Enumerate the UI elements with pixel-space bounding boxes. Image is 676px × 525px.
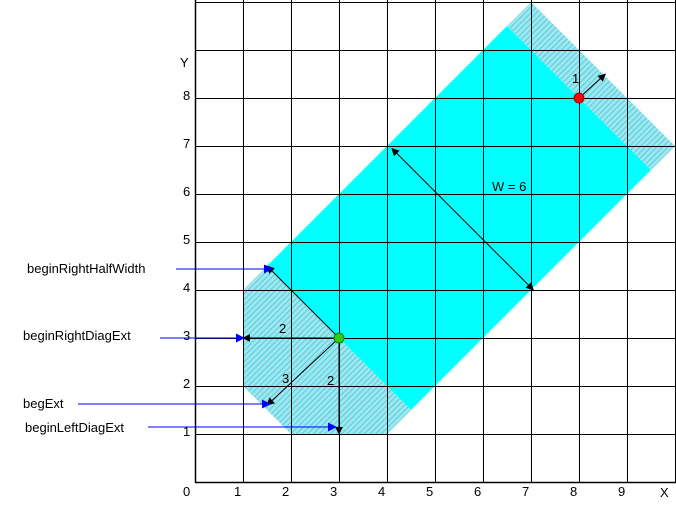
x-tick-label: 9 [618, 484, 625, 499]
callout-begin-right-half-width: beginRightHalfWidth [27, 261, 146, 276]
construction-lines: W = 6 1 2 3 2 [242, 71, 606, 435]
axes: Y X 0 1 2 3 4 5 6 7 8 9 1 2 3 4 5 6 7 8 [180, 55, 669, 500]
x-tick-labels: 1 2 3 4 5 6 7 8 9 [234, 484, 625, 499]
x-tick-label: 7 [522, 484, 529, 499]
left-diag-ext-label: 2 [327, 373, 334, 388]
begin-ext-label: 3 [282, 371, 289, 386]
end-point [573, 92, 585, 104]
x-tick-label: 4 [378, 484, 385, 499]
right-half-width-line [266, 265, 340, 339]
x-tick-label: 1 [234, 484, 241, 499]
right-diag-ext-label: 2 [279, 321, 286, 336]
origin-label: 0 [183, 484, 190, 499]
width-dimension-arrow [391, 147, 534, 291]
callout-begin-left-diag-ext: beginLeftDiagExt [25, 420, 124, 435]
y-tick-label: 4 [183, 280, 190, 295]
shapes-layer [243, 2, 675, 434]
x-tick-label: 8 [570, 484, 577, 499]
begin-extension-hatch [243, 266, 411, 434]
y-tick-label: 8 [183, 88, 190, 103]
end-vector-label: 1 [572, 71, 579, 86]
callouts: beginRightHalfWidth beginRightDiagExt be… [23, 261, 337, 435]
x-axis-label: X [660, 485, 669, 500]
y-tick-label: 2 [183, 376, 190, 391]
callout-begin-right-diag-ext: beginRightDiagExt [23, 328, 131, 343]
callout-beg-ext: begExt [23, 396, 64, 411]
y-tick-label: 5 [183, 232, 190, 247]
width-label: W = 6 [492, 179, 526, 194]
y-tick-label: 7 [183, 136, 190, 151]
begin-ext-line [266, 337, 340, 406]
begin-point [333, 332, 345, 344]
x-tick-label: 6 [474, 484, 481, 499]
x-tick-label: 5 [426, 484, 433, 499]
y-tick-label: 3 [183, 328, 190, 343]
y-tick-label: 1 [183, 424, 190, 439]
x-tick-label: 2 [282, 484, 289, 499]
end-extension-hatch [507, 2, 675, 170]
end-direction-vector [578, 73, 606, 99]
y-tick-label: 6 [183, 184, 190, 199]
y-tick-labels: 1 2 3 4 5 6 7 8 [183, 88, 190, 439]
y-axis-label: Y [180, 55, 189, 70]
x-tick-label: 3 [330, 484, 337, 499]
